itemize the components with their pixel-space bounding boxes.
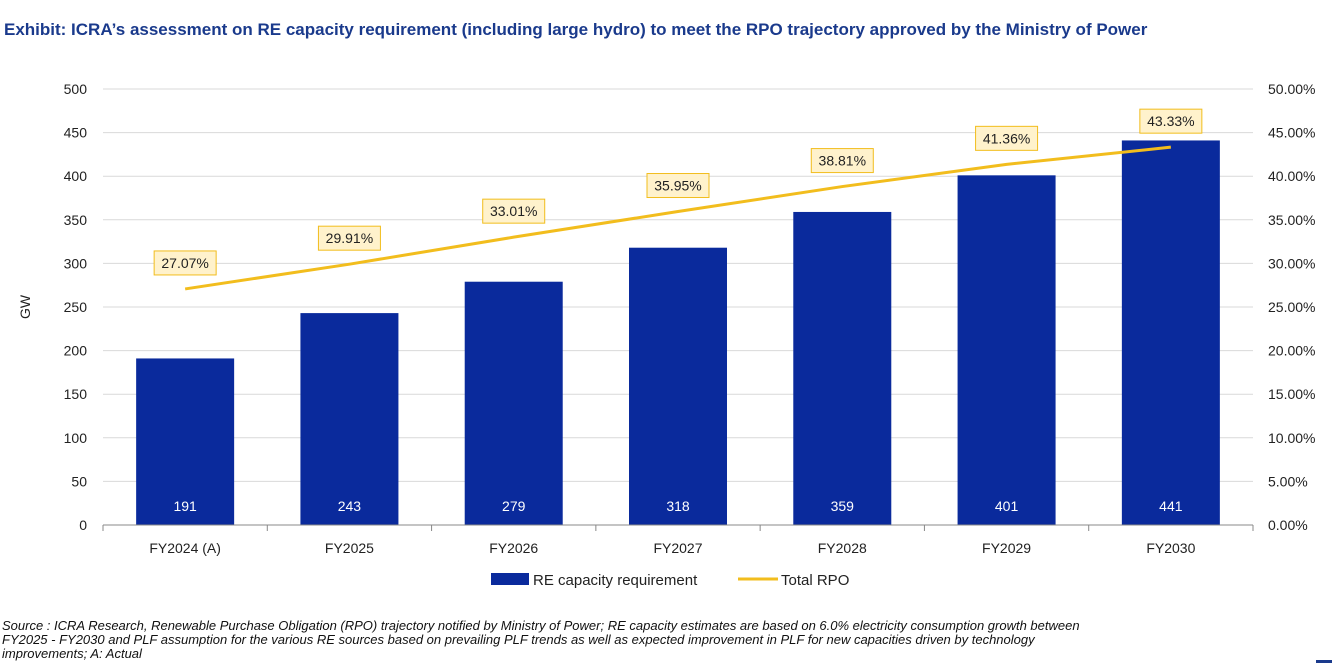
y-tick-label: 100	[64, 430, 88, 446]
y2-tick-label: 15.00%	[1268, 386, 1315, 402]
y-tick-label: 400	[64, 168, 88, 184]
rpo-label-box	[482, 198, 546, 224]
y2-tick-label: 5.00%	[1268, 473, 1308, 489]
y-tick-label: 0	[79, 517, 87, 533]
rpo-label-box	[317, 225, 381, 251]
rpo-value-label: 43.33%	[1147, 113, 1194, 129]
bar	[464, 281, 563, 525]
rpo-label-box	[1139, 108, 1203, 134]
rpo-label-box	[646, 173, 710, 199]
y-tick-label: 500	[64, 81, 88, 97]
legend-label-line: Total RPO	[781, 572, 849, 589]
rpo-label-box	[975, 125, 1039, 151]
y2-tick-label: 20.00%	[1268, 343, 1315, 359]
x-tick-label: FY2029	[982, 540, 1031, 556]
y2-tick-label: 40.00%	[1268, 168, 1315, 184]
y-tick-label: 150	[64, 386, 88, 402]
x-tick-label: FY2028	[818, 540, 867, 556]
bar	[300, 313, 399, 525]
bar	[629, 247, 727, 526]
bar	[793, 211, 892, 525]
y2-tick-label: 25.00%	[1268, 299, 1315, 315]
bar-value-label: 279	[502, 498, 526, 514]
rpo-value-label: 35.95%	[654, 178, 701, 194]
rpo-label-box	[810, 148, 874, 174]
bar-value-label: 359	[831, 498, 855, 514]
rpo-label-box	[153, 250, 217, 276]
rpo-value-label: 38.81%	[819, 153, 866, 169]
bar	[957, 175, 1056, 525]
y-tick-label: 350	[64, 212, 88, 228]
y2-tick-label: 30.00%	[1268, 255, 1315, 271]
source-note: Source : ICRA Research, Renewable Purcha…	[2, 618, 1080, 661]
bar-value-label: 191	[173, 498, 197, 514]
x-tick-label: FY2030	[1146, 540, 1195, 556]
y-axis-label: GW	[17, 294, 33, 319]
chart-title: Exhibit: ICRA’s assessment on RE capacit…	[4, 20, 1148, 39]
x-tick-label: FY2024 (A)	[149, 540, 221, 556]
x-tick-label: FY2026	[489, 540, 538, 556]
rpo-value-label: 41.36%	[983, 130, 1030, 146]
total-rpo-line	[184, 145, 1172, 291]
legend-label-bar: RE capacity requirement	[533, 572, 698, 589]
y2-tick-label: 0.00%	[1268, 517, 1308, 533]
y-tick-label: 200	[64, 343, 88, 359]
y2-tick-label: 45.00%	[1268, 125, 1315, 141]
rpo-value-label: 29.91%	[326, 230, 373, 246]
x-tick-label: FY2027	[653, 540, 702, 556]
bar	[1121, 140, 1220, 525]
y-tick-label: 300	[64, 255, 88, 271]
y2-tick-label: 35.00%	[1268, 212, 1315, 228]
y2-tick-label: 50.00%	[1268, 81, 1315, 97]
bar-value-label: 243	[338, 498, 362, 514]
rpo-value-label: 33.01%	[490, 203, 537, 219]
bar-value-label: 401	[995, 498, 1019, 514]
y-tick-label: 450	[64, 125, 88, 141]
y2-tick-label: 10.00%	[1268, 430, 1315, 446]
combo-chart: 191 243 279 318 359 401 441 27.07% 29.91% 33.01%…	[17, 81, 1315, 589]
rpo-value-label: 27.07%	[161, 255, 208, 271]
y-tick-label: 50	[71, 473, 87, 489]
x-tick-label: FY2025	[325, 540, 374, 556]
bar-value-label: 441	[1159, 498, 1183, 514]
corner-mark	[1316, 660, 1332, 663]
y-tick-label: 250	[64, 299, 88, 315]
legend-swatch-bar	[491, 573, 529, 585]
bar	[136, 358, 235, 525]
bar-value-label: 318	[666, 498, 690, 514]
